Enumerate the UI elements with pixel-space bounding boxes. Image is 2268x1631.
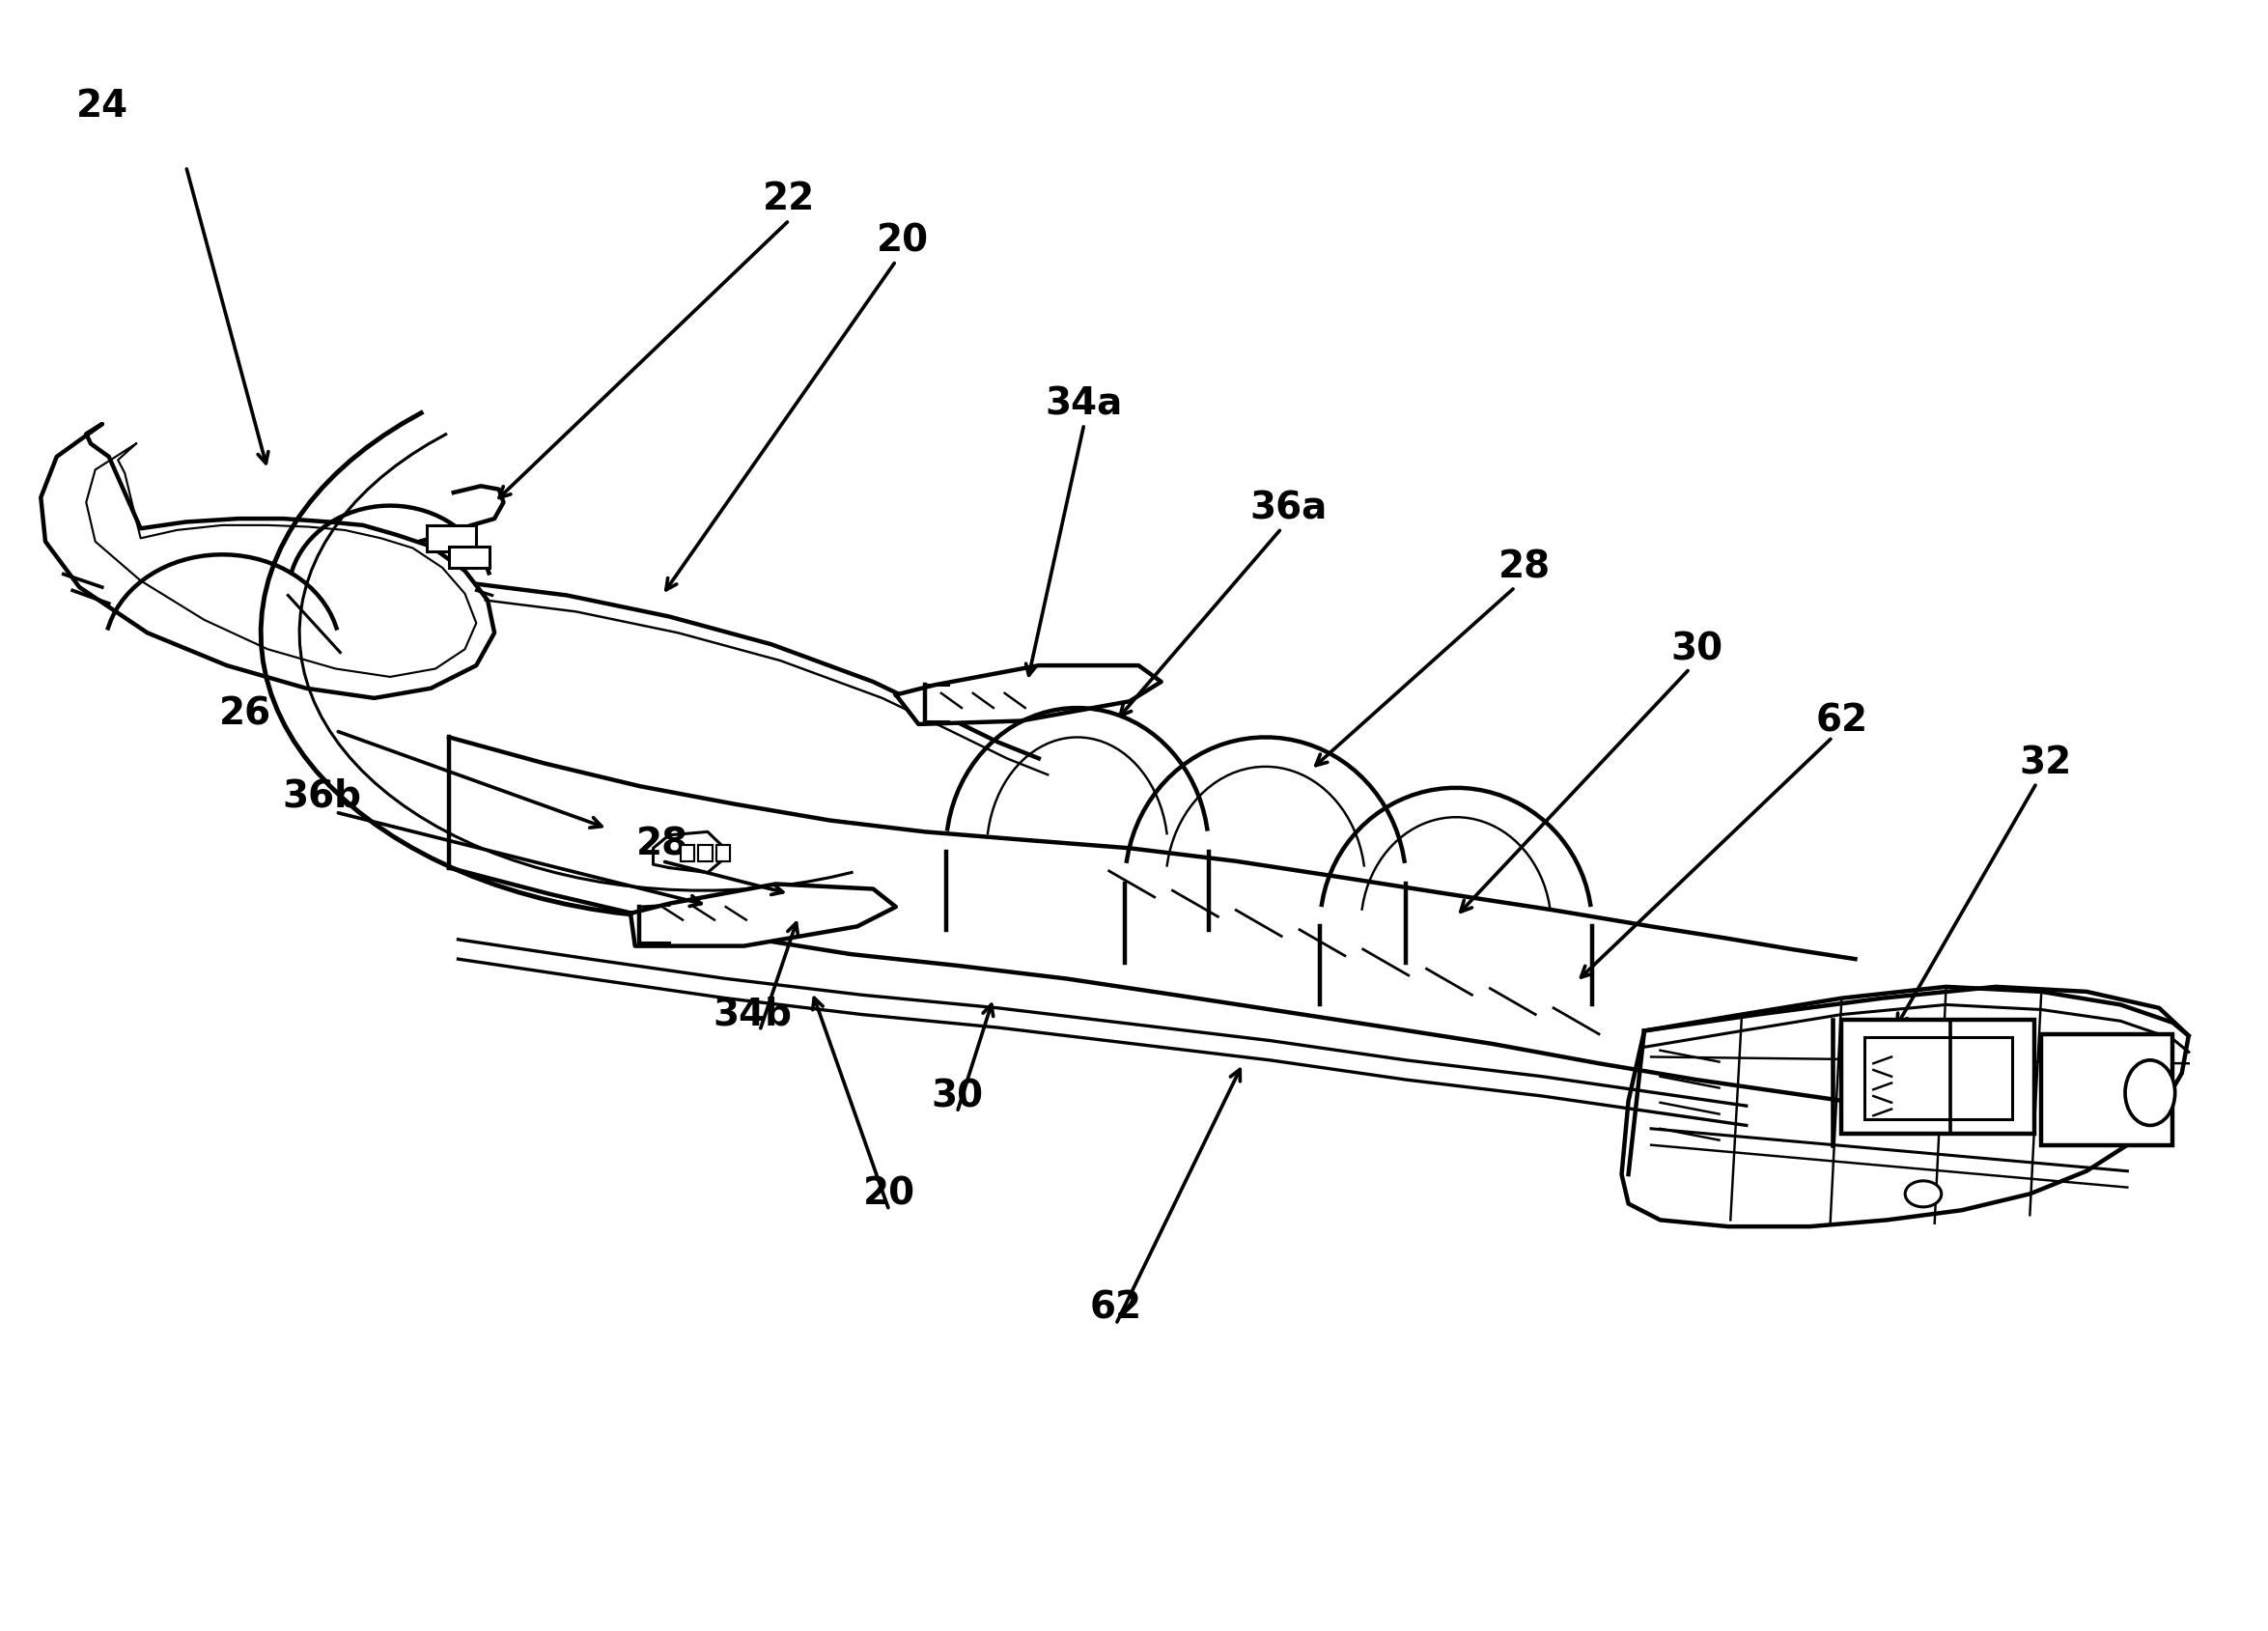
- Text: 62: 62: [1814, 703, 1869, 739]
- Text: 34b: 34b: [714, 997, 792, 1032]
- Text: 22: 22: [762, 181, 816, 217]
- Text: 36a: 36a: [1250, 491, 1327, 527]
- Text: 36b: 36b: [284, 778, 361, 814]
- Bar: [680, 845, 694, 861]
- Circle shape: [1905, 1181, 1941, 1207]
- Text: 62: 62: [1089, 1290, 1143, 1326]
- Bar: [449, 546, 490, 568]
- Bar: [717, 845, 730, 861]
- Text: 20: 20: [862, 1176, 916, 1212]
- Bar: [699, 845, 712, 861]
- Text: 26: 26: [218, 696, 272, 732]
- Text: 28: 28: [635, 827, 689, 863]
- Ellipse shape: [2125, 1060, 2175, 1125]
- Text: 30: 30: [930, 1078, 984, 1114]
- Bar: [2041, 1034, 2173, 1145]
- Bar: [1842, 1019, 2034, 1134]
- Bar: [426, 525, 476, 551]
- Polygon shape: [896, 665, 1161, 724]
- Text: 32: 32: [2019, 745, 2073, 781]
- Text: 34a: 34a: [1046, 387, 1123, 422]
- Text: 28: 28: [1497, 550, 1551, 586]
- Text: 30: 30: [1669, 631, 1724, 667]
- Text: 24: 24: [75, 88, 129, 124]
- Polygon shape: [631, 884, 896, 946]
- Bar: [1864, 1037, 2012, 1119]
- Text: 20: 20: [875, 223, 930, 259]
